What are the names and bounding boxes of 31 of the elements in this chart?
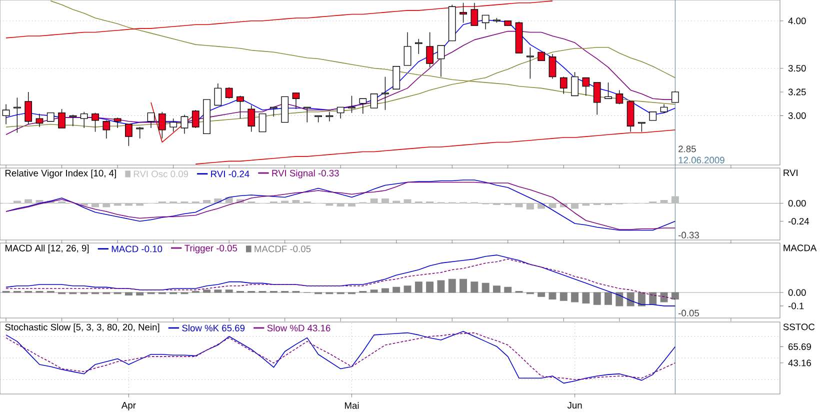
annotation: -0.05 xyxy=(678,310,699,316)
legend-label: RVI Osc 0.09 xyxy=(134,170,188,178)
legend-label: RVI -0.24 xyxy=(211,170,250,178)
chart-title: Stochastic Slow [5, 3, 3, 80, 20, Nein] xyxy=(5,324,160,332)
y-tick-label: 3.25 xyxy=(788,88,806,96)
annotation: -0.33 xyxy=(678,232,699,238)
y-tick-label: -0.24 xyxy=(788,218,810,225)
legend-label: RVI Signal -0.33 xyxy=(272,170,339,178)
annotation: 12.06.2009 xyxy=(678,156,724,164)
x-tick-label: Mai xyxy=(345,402,359,409)
y-tick-label: 43.16 xyxy=(788,360,811,366)
chart-title: Relative Vigor Index [10, 4] xyxy=(6,170,116,178)
legend-label: Slow %D 43.16 xyxy=(267,324,330,332)
y-axis-title: RVI xyxy=(784,170,798,176)
y-axis-title: MACDA xyxy=(784,244,817,252)
y-tick-label: 0.00 xyxy=(788,200,806,207)
y-tick-label: 65.69 xyxy=(788,343,811,350)
y-tick-label: 0.00 xyxy=(788,289,806,296)
legend-label: MACDF -0.05 xyxy=(254,246,311,252)
legend-label: Trigger -0.05 xyxy=(184,244,238,254)
annotation: 2.85 xyxy=(678,146,696,152)
legend-label: Slow %K 65.69 xyxy=(182,324,245,332)
x-tick-label: Jun xyxy=(567,402,582,409)
x-tick-label: Apr xyxy=(121,402,136,410)
legend-label: MACD -0.10 xyxy=(112,246,162,252)
y-axis-title: SSTOC xyxy=(783,324,815,330)
y-tick-label: -0.1 xyxy=(788,302,804,310)
y-tick-label: 3.00 xyxy=(788,112,806,119)
y-tick-label: 4.00 xyxy=(788,18,806,24)
chart-title: MACD All [12, 26, 9] xyxy=(6,244,89,254)
y-tick-label: 3.50 xyxy=(788,64,806,72)
